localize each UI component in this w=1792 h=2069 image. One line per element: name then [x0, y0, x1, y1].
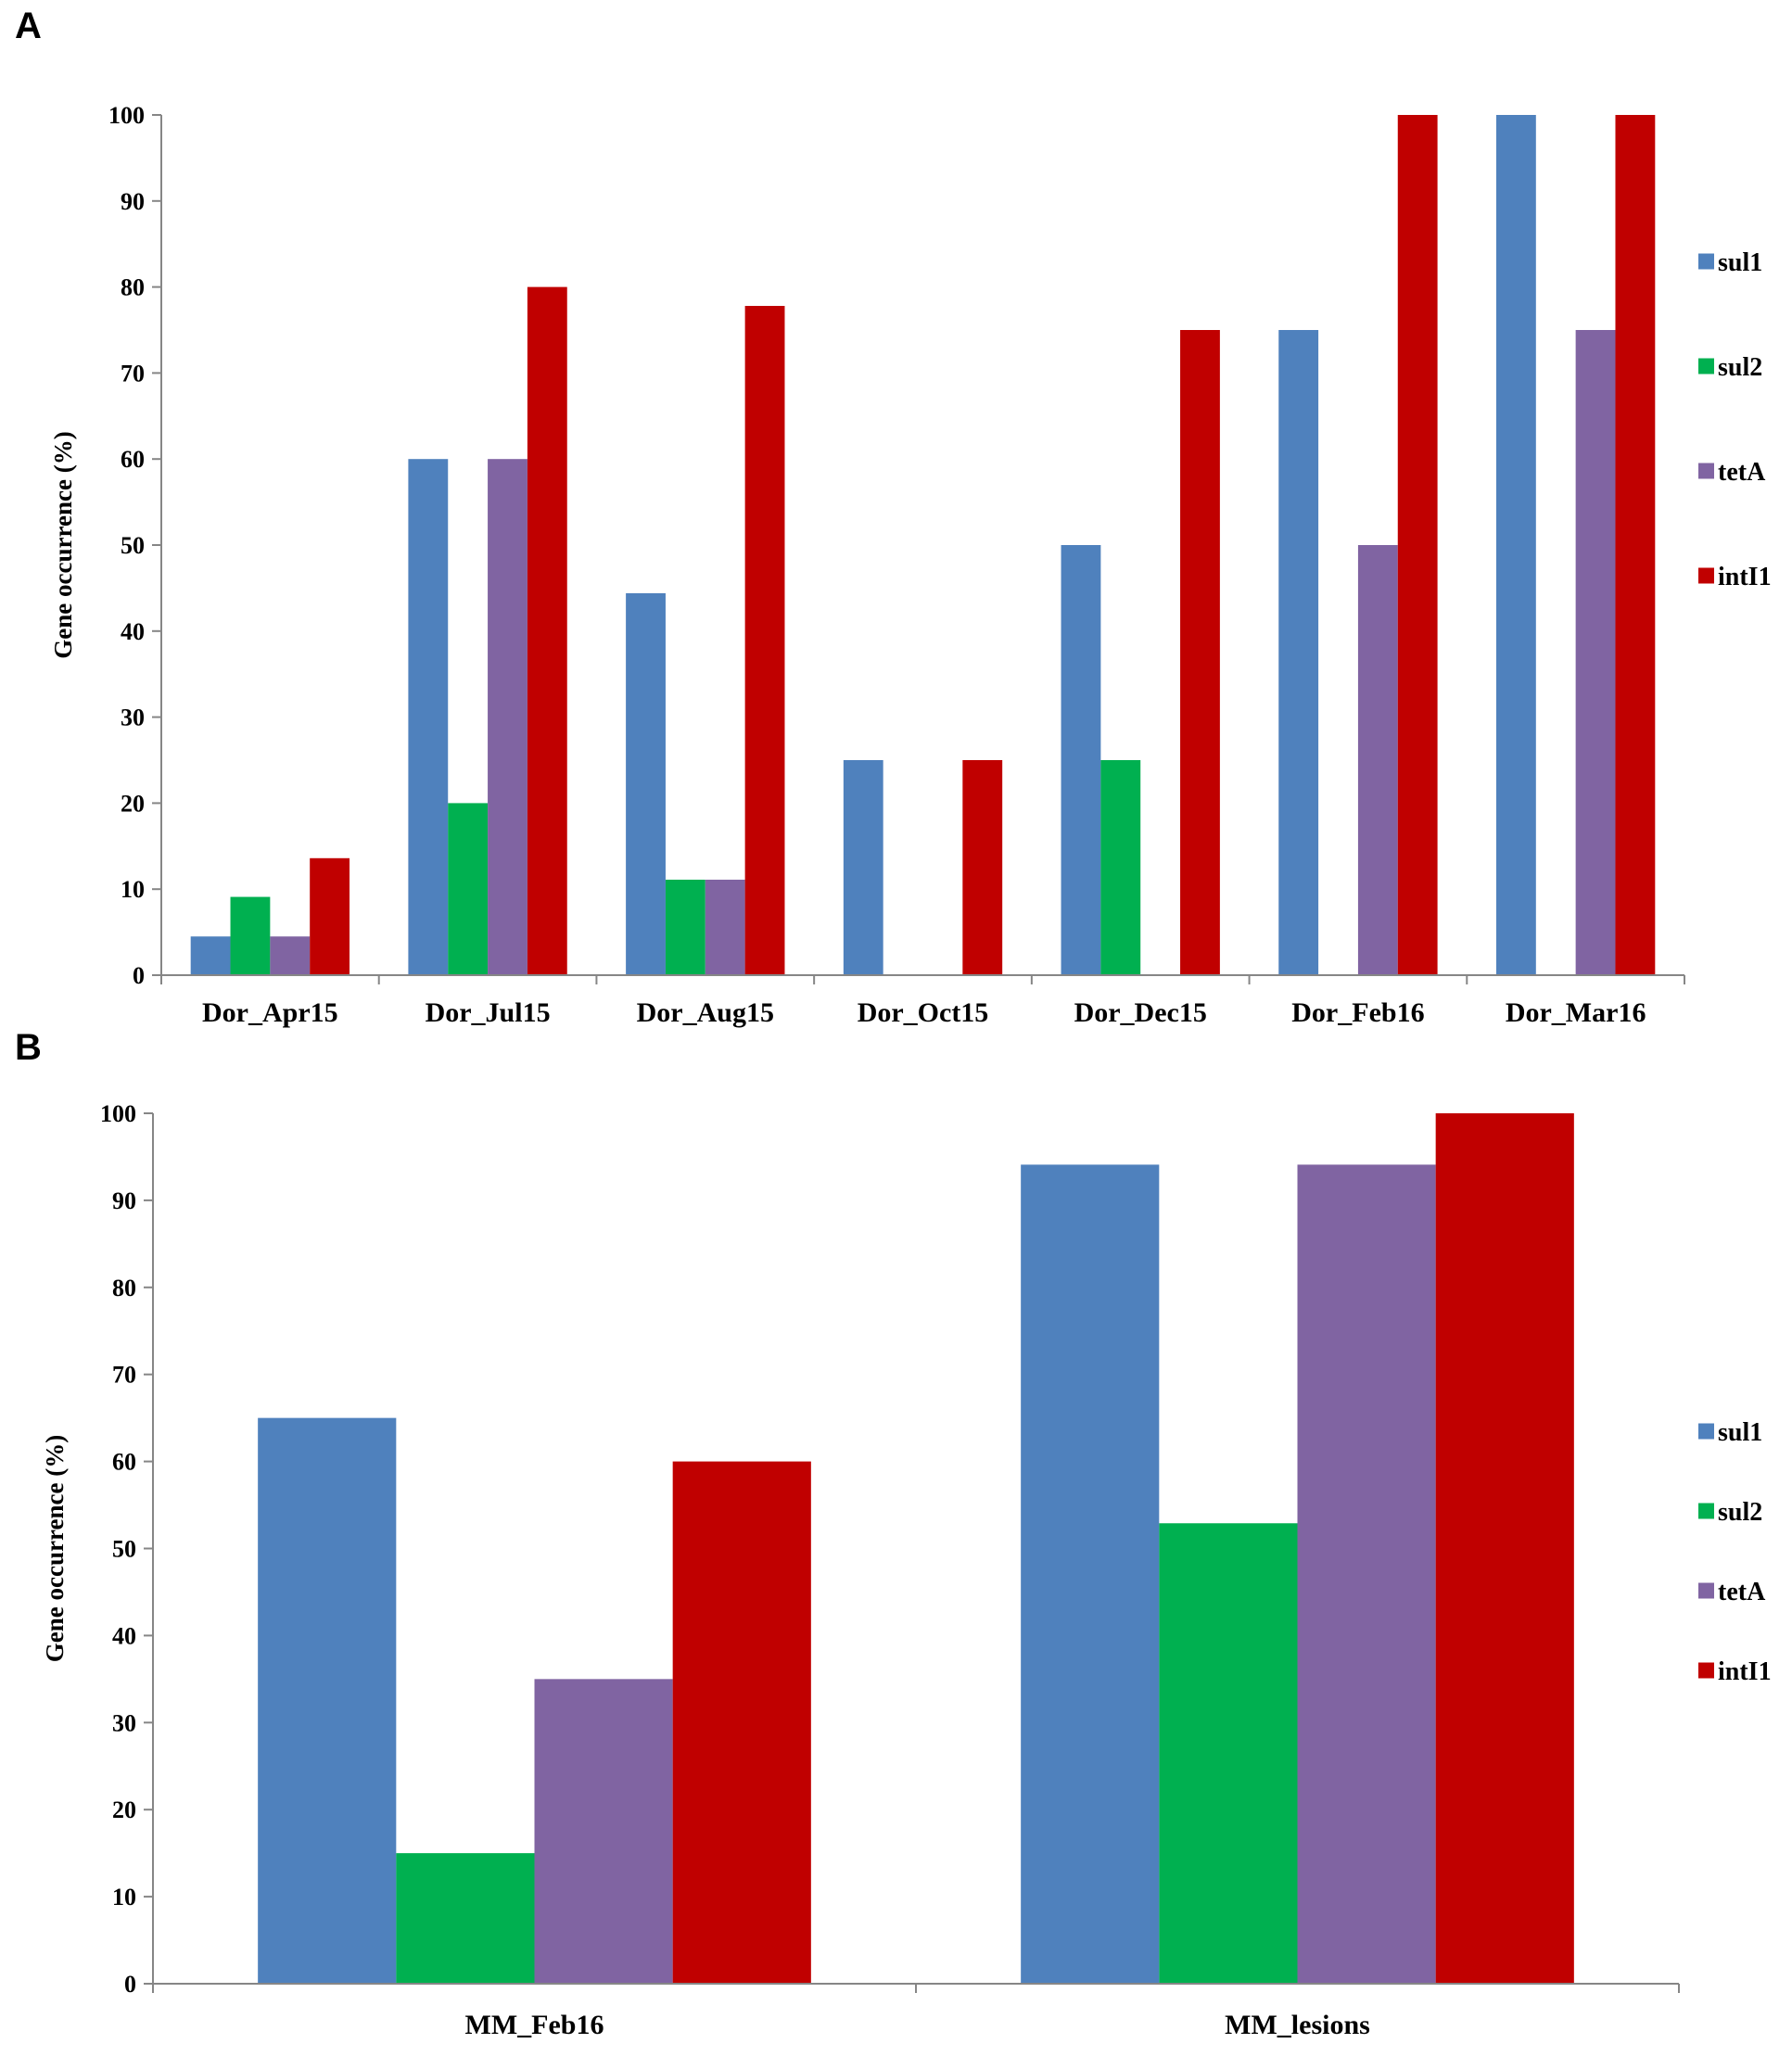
bar-sul1 [1021, 1164, 1160, 1984]
chart-b: 0 10 20 30 40 50 60 70 80 90 100 Gene occurrence (%… [41, 1100, 1772, 2040]
bar-sul2 [230, 896, 271, 975]
y-tick-label: 60 [112, 1449, 136, 1476]
y-tick-label: 20 [121, 790, 145, 817]
legend-swatch-sul2 [1698, 1503, 1714, 1519]
legend-label-tetA: tetA [1718, 458, 1766, 487]
legend-label-sul1: sul1 [1718, 1418, 1762, 1447]
y-tick-label: 10 [112, 1884, 136, 1910]
x-category-label: Dor_Jul15 [426, 997, 551, 1028]
legend-swatch-intI1 [1698, 1662, 1714, 1679]
bar-tetA [1357, 545, 1398, 975]
y-tick-label: 70 [121, 360, 145, 387]
y-tick-label: 0 [124, 1971, 136, 1998]
bar-sul1 [626, 592, 666, 975]
bar-intI1 [672, 1461, 811, 1984]
y-tick-label: 90 [121, 188, 145, 215]
bar-intI1 [1397, 115, 1438, 975]
legend-swatch-sul1 [1698, 253, 1714, 270]
bar-sul2 [1159, 1523, 1298, 1984]
y-tick-label: 70 [112, 1362, 136, 1389]
bar-sul2 [396, 1853, 535, 1984]
y-tick-label: 30 [112, 1709, 136, 1736]
y-tick-label: 80 [112, 1275, 136, 1301]
bar-tetA [1575, 330, 1616, 975]
x-category-label: Dor_Apr15 [202, 997, 338, 1028]
bar-sul1 [843, 760, 883, 975]
y-tick-label: 80 [121, 274, 145, 301]
legend-swatch-sul2 [1698, 358, 1714, 374]
bar-sul1 [408, 459, 449, 975]
bar-sul1 [190, 936, 231, 975]
panel-label-b: B [15, 1027, 42, 1068]
bar-tetA [705, 879, 745, 975]
bar-intI1 [310, 857, 350, 975]
bar-sul1 [258, 1417, 397, 1984]
bar-intI1 [962, 760, 1003, 975]
y-axis-title: Gene occurrence (%) [49, 431, 77, 658]
x-category-label: MM_lesions [1225, 2010, 1370, 2040]
bar-intI1 [1180, 330, 1220, 975]
bar-sul2 [1100, 760, 1141, 975]
legend-swatch-intI1 [1698, 567, 1714, 584]
x-category-label: Dor_Mar16 [1506, 997, 1646, 1028]
legend-label-sul2: sul2 [1718, 1498, 1762, 1527]
bar-sul1 [1495, 115, 1536, 975]
y-tick-label: 90 [112, 1187, 136, 1214]
x-category-label: MM_Feb16 [465, 2010, 604, 2040]
bar-intI1 [744, 306, 785, 975]
x-category-label: Dor_Aug15 [637, 997, 774, 1028]
x-category-label: Dor_Feb16 [1291, 997, 1424, 1028]
legend-swatch-tetA [1698, 1582, 1714, 1599]
y-tick-label: 10 [121, 876, 145, 903]
y-tick-label: 0 [133, 962, 145, 989]
legend-label-sul2: sul2 [1718, 353, 1762, 382]
legend-swatch-tetA [1698, 463, 1714, 479]
bar-tetA [488, 459, 527, 975]
bar-sul1 [1278, 330, 1319, 975]
y-tick-label: 50 [112, 1536, 136, 1563]
y-tick-label: 50 [121, 532, 145, 559]
bar-sul2 [448, 803, 489, 975]
y-tick-label: 40 [112, 1622, 136, 1649]
bar-sul1 [1061, 545, 1101, 975]
legend-swatch-sul1 [1698, 1423, 1714, 1440]
bar-intI1 [527, 286, 567, 976]
y-tick-label: 100 [100, 1100, 136, 1127]
x-category-label: Dor_Oct15 [858, 997, 989, 1028]
bar-tetA [534, 1679, 673, 1984]
y-tick-label: 60 [121, 446, 145, 473]
bar-intI1 [1435, 1113, 1574, 1984]
legend-label-tetA: tetA [1718, 1578, 1766, 1606]
x-category-label: Dor_Dec15 [1074, 997, 1207, 1028]
y-tick-label: 100 [108, 102, 145, 129]
bar-tetA [270, 936, 311, 975]
bar-sul2 [665, 879, 705, 975]
panel-label-a: A [15, 6, 42, 46]
legend-label-intI1: intI1 [1718, 563, 1772, 591]
legend-label-intI1: intI1 [1718, 1657, 1772, 1686]
y-axis-title: Gene occurrence (%) [41, 1435, 69, 1662]
bar-intI1 [1615, 115, 1656, 975]
bar-tetA [1297, 1164, 1436, 1984]
legend-label-sul1: sul1 [1718, 248, 1762, 277]
y-tick-label: 40 [121, 618, 145, 645]
chart-a: 0 10 20 30 40 50 60 70 80 90 100 Gene occurrence (%… [49, 102, 1772, 1028]
y-tick-label: 20 [112, 1796, 136, 1823]
y-tick-label: 30 [121, 704, 145, 731]
